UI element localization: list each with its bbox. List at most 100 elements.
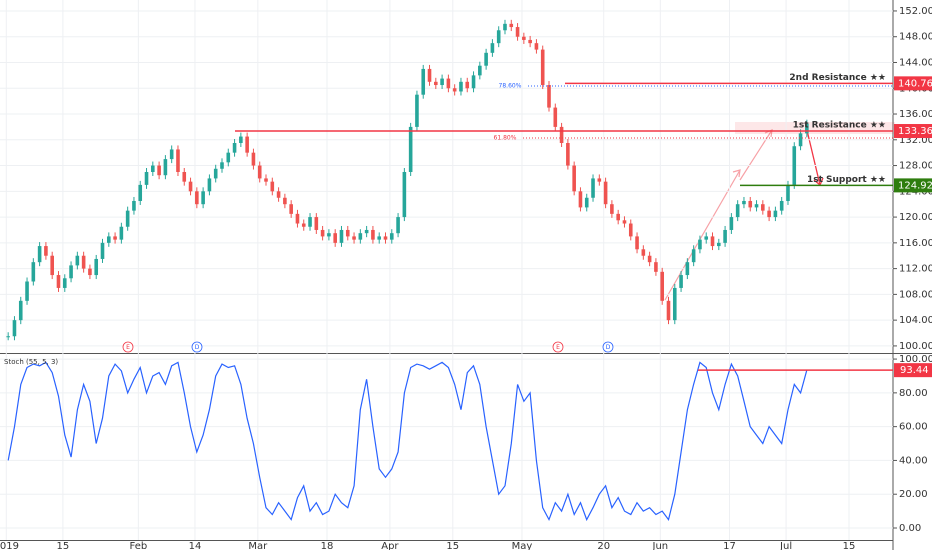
candle-body	[207, 178, 212, 192]
candle-body	[729, 217, 734, 230]
event-marker	[602, 341, 614, 353]
candle-body	[144, 171, 149, 185]
x-tick-label: Mar	[248, 541, 268, 550]
level-label: 1st Resistance ★★	[793, 121, 886, 131]
candle-body	[610, 204, 614, 214]
candle-body	[496, 30, 501, 44]
candle-body	[490, 43, 495, 53]
candle-body	[383, 236, 388, 240]
x-tick-label: 15	[843, 541, 856, 550]
candle-body	[56, 275, 61, 288]
y-tick-label: 136.00	[899, 109, 932, 120]
candle-body	[25, 281, 29, 301]
candle-body	[75, 255, 80, 266]
candle-body	[635, 236, 639, 250]
x-tick-label: Jul	[779, 541, 792, 550]
candle-body	[761, 204, 765, 211]
candle-body	[62, 278, 67, 288]
candle-body	[182, 171, 187, 182]
candle-body	[157, 165, 161, 176]
candle-body	[805, 123, 809, 134]
y-tick-label: 40.00	[899, 455, 928, 466]
candle-body	[69, 265, 73, 279]
y-tick-label: 128.00	[899, 161, 932, 172]
candle-body	[408, 126, 413, 172]
candle-body	[345, 229, 350, 237]
y-tick-label: 152.00	[899, 6, 932, 17]
candle-body	[132, 200, 136, 211]
candle-body	[704, 236, 709, 240]
candle-body	[176, 149, 180, 172]
candle-body	[773, 210, 778, 218]
candle-body	[452, 88, 457, 92]
candle-body	[396, 217, 400, 234]
level-label: 1st Support ★★	[807, 175, 886, 185]
candle-body	[125, 210, 130, 227]
candle-body	[188, 181, 193, 192]
candle-body	[421, 68, 426, 95]
candle-body	[44, 246, 48, 256]
candle-body	[717, 242, 721, 247]
candle-body	[478, 65, 482, 76]
candle-body	[289, 204, 293, 214]
candle-body	[327, 233, 331, 237]
event-label: E	[126, 344, 130, 351]
candle-body	[484, 52, 488, 66]
x-tick-label: Jun	[652, 541, 669, 550]
candle-body	[465, 81, 470, 89]
candle-body	[18, 300, 23, 321]
event-marker	[552, 341, 564, 353]
candle-body	[553, 107, 558, 127]
candle-body	[377, 236, 382, 240]
candle-body	[597, 178, 602, 182]
candle-body	[603, 181, 608, 205]
candle-body	[591, 178, 595, 198]
x-tick-label: 15	[57, 541, 70, 550]
candle-body	[113, 236, 117, 240]
candle-body	[415, 94, 419, 127]
candle-body	[371, 229, 375, 240]
y-tick-label: 104.00	[899, 315, 932, 326]
x-tick-label: 15	[446, 541, 459, 550]
value-tag-label: 93.44	[900, 365, 929, 376]
y-tick-label: 100.00	[899, 341, 932, 352]
candle-body	[427, 68, 432, 82]
candle-body	[106, 236, 111, 243]
x-tick-label: 2019	[0, 541, 19, 550]
candle-body	[578, 191, 583, 208]
candle-body	[698, 239, 702, 250]
candle-body	[622, 220, 627, 224]
price-tag-label: 124.92	[898, 180, 932, 191]
candle-body	[559, 126, 564, 144]
candle-body	[31, 262, 36, 282]
candle-body	[220, 162, 224, 169]
y-tick-label: 116.00	[899, 238, 932, 249]
candle-body	[276, 191, 281, 198]
price-tag-label: 133.36	[898, 126, 932, 137]
x-tick-label: Apr	[381, 541, 399, 550]
candle-body	[257, 165, 262, 179]
candle-body	[283, 197, 287, 205]
candle-body	[201, 191, 205, 205]
candle-body	[528, 39, 532, 44]
x-tick-label: 18	[321, 541, 334, 550]
y-tick-label: 132.00	[899, 135, 932, 146]
candle-body	[509, 23, 514, 28]
candle-body	[547, 85, 551, 108]
candle-body	[402, 171, 407, 218]
price-tag-label: 140.76	[898, 78, 932, 89]
candle-body	[440, 78, 444, 86]
candle-body	[767, 210, 771, 218]
candle-body	[100, 242, 105, 259]
y-tick-label: 112.00	[899, 264, 932, 275]
x-tick-label: May	[512, 541, 533, 550]
candle-body	[641, 249, 646, 256]
candle-body	[119, 226, 124, 240]
y-tick-label: 60.00	[899, 422, 928, 433]
candle-body	[522, 36, 526, 40]
x-tick-label: 17	[723, 541, 736, 550]
candle-body	[226, 152, 231, 163]
candle-body	[301, 223, 306, 227]
